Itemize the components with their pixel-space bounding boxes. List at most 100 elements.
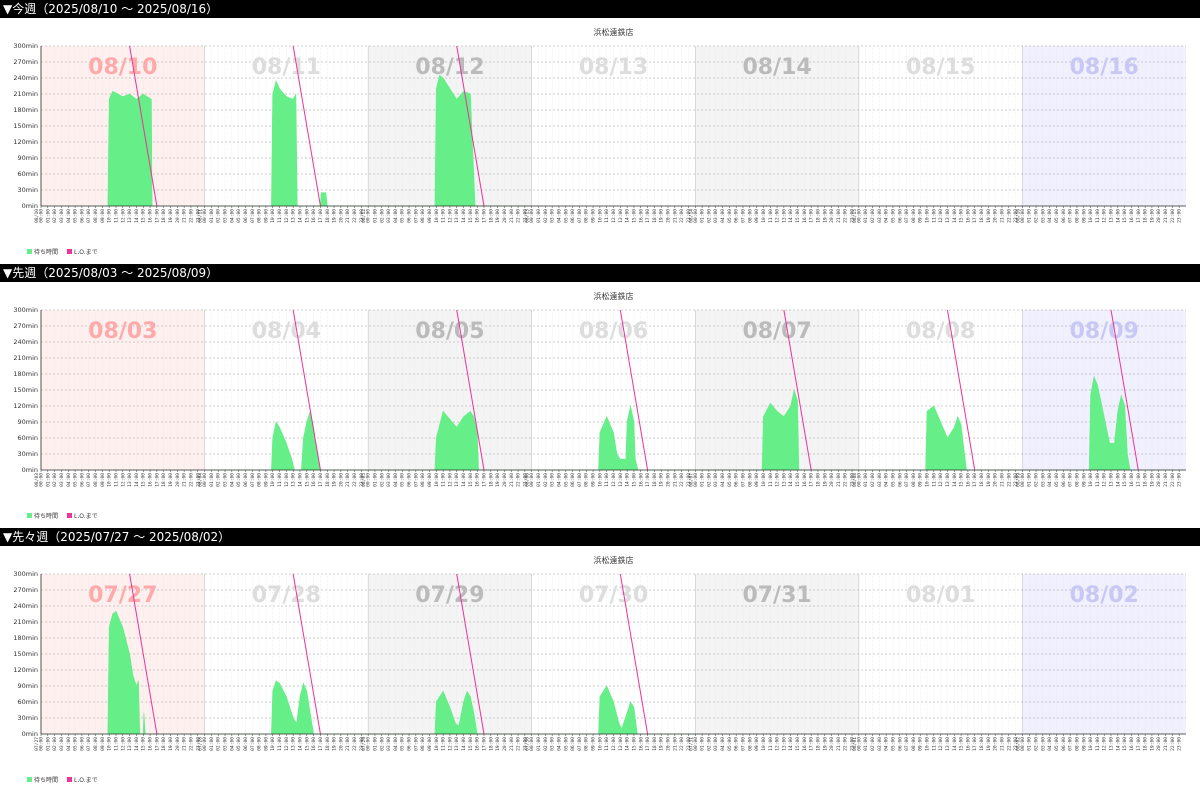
x-tick-label: 16:00	[802, 473, 808, 487]
x-tick-label: 19:00	[659, 209, 665, 223]
x-tick-label: 11:00	[1095, 209, 1101, 223]
x-tick-label: 00:00	[366, 737, 372, 751]
x-tick-label: 12:00	[611, 473, 617, 487]
x-tick-label: 14:00	[461, 473, 467, 487]
day-label: 07/30	[579, 583, 648, 608]
x-tick-label: 09:00	[427, 737, 433, 751]
x-tick-label: 12:00	[775, 209, 781, 223]
x-date-label: 08/06	[525, 473, 531, 487]
wait-area	[204, 680, 369, 735]
x-tick-label: 00:00	[1020, 209, 1026, 223]
x-tick-label: 05:00	[1054, 737, 1060, 751]
x-tick-label: 11:00	[604, 209, 610, 223]
x-tick-label: 14:00	[134, 737, 140, 751]
x-tick-label: 09:00	[918, 209, 924, 223]
x-tick-label: 04:00	[557, 209, 563, 223]
x-tick-label: 11:00	[604, 737, 610, 751]
lo-line	[456, 45, 485, 207]
x-tick-label: 02:00	[870, 209, 876, 223]
x-tick-label: 23:00	[195, 209, 201, 223]
y-tick-label: 150min	[13, 650, 38, 658]
x-tick-label: 09:00	[100, 209, 106, 223]
x-tick-label: 10:00	[270, 209, 276, 223]
x-tick-label: 00:00	[39, 209, 45, 223]
week-header: ▼先々週（2025/07/27 〜 2025/08/02）	[0, 528, 1200, 546]
x-tick-label: 10:00	[270, 473, 276, 487]
x-tick-label: 12:00	[120, 473, 126, 487]
x-tick-label: 05:00	[73, 737, 79, 751]
x-tick-label: 07:00	[86, 473, 92, 487]
x-tick-label: 19:00	[986, 473, 992, 487]
x-tick-label: 20:00	[338, 737, 344, 751]
x-tick-label: 04:00	[884, 209, 890, 223]
x-tick-label: 20:00	[666, 737, 672, 751]
x-tick-label: 06:00	[897, 209, 903, 223]
x-tick-label: 06:00	[734, 737, 740, 751]
x-tick-label: 01:00	[1027, 737, 1033, 751]
x-tick-label: 23:00	[1013, 209, 1019, 223]
x-date-label: 08/15	[852, 209, 858, 223]
x-tick-label: 21:00	[1163, 209, 1169, 223]
x-tick-label: 23:00	[850, 737, 856, 751]
x-tick-label: 00:00	[856, 473, 862, 487]
x-tick-label: 07:00	[250, 473, 256, 487]
x-tick-label: 05:00	[236, 737, 242, 751]
x-tick-label: 21:00	[672, 737, 678, 751]
x-tick-label: 00:00	[529, 473, 535, 487]
x-tick-label: 03:00	[713, 473, 719, 487]
x-tick-label: 11:00	[768, 473, 774, 487]
x-tick-label: 11:00	[931, 737, 937, 751]
x-tick-label: 20:00	[993, 209, 999, 223]
x-tick-label: 10:00	[434, 737, 440, 751]
x-tick-label: 23:00	[522, 737, 528, 751]
x-tick-label: 03:00	[386, 209, 392, 223]
x-tick-label: 10:00	[597, 473, 603, 487]
x-tick-label: 06:00	[407, 209, 413, 223]
x-tick-label: 05:00	[400, 473, 406, 487]
x-tick-label: 13:00	[454, 737, 460, 751]
x-tick-label: 09:00	[591, 473, 597, 487]
x-tick-label: 16:00	[148, 473, 154, 487]
x-tick-label: 15:00	[304, 473, 310, 487]
x-tick-label: 23:00	[359, 209, 365, 223]
x-tick-label: 07:00	[577, 737, 583, 751]
x-date-label: 08/05	[361, 473, 367, 487]
x-tick-label: 03:00	[877, 473, 883, 487]
x-tick-label: 00:00	[366, 209, 372, 223]
wait-time-chart: 浜松遠鉄店 0min 30min 60min 90min 120min 150min 180m…	[13, 291, 1186, 520]
x-tick-label: 09:00	[427, 473, 433, 487]
x-tick-label: 13:00	[618, 473, 624, 487]
x-tick-label: 18:00	[816, 737, 822, 751]
x-tick-label: 09:00	[263, 209, 269, 223]
x-tick-label: 16:00	[1129, 209, 1135, 223]
x-tick-label: 08:00	[747, 209, 753, 223]
x-tick-label: 02:00	[216, 209, 222, 223]
y-tick-label: 120min	[13, 402, 38, 410]
x-tick-label: 02:00	[543, 473, 549, 487]
x-tick-label: 01:00	[536, 209, 542, 223]
x-tick-label: 20:00	[338, 473, 344, 487]
x-tick-label: 00:00	[693, 209, 699, 223]
x-tick-label: 18:00	[488, 737, 494, 751]
x-date-label: 08/02	[1015, 737, 1021, 751]
y-tick-label: 150min	[13, 122, 38, 130]
x-tick-label: 03:00	[713, 737, 719, 751]
x-tick-label: 13:00	[618, 209, 624, 223]
x-tick-label: 19:00	[1149, 737, 1155, 751]
x-tick-label: 18:00	[488, 209, 494, 223]
x-tick-label: 12:00	[611, 737, 617, 751]
x-tick-label: 01:00	[373, 473, 379, 487]
x-tick-label: 21:00	[509, 209, 515, 223]
y-tick-label: 0min	[22, 730, 38, 738]
x-tick-label: 19:00	[822, 209, 828, 223]
x-tick-label: 17:00	[972, 209, 978, 223]
x-tick-label: 13:00	[1109, 737, 1115, 751]
x-tick-label: 17:00	[154, 209, 160, 223]
x-tick-label: 00:00	[366, 473, 372, 487]
x-tick-label: 05:00	[563, 209, 569, 223]
x-tick-label: 00:00	[529, 737, 535, 751]
x-tick-label: 12:00	[938, 473, 944, 487]
x-tick-label: 10:00	[1088, 737, 1094, 751]
x-tick-label: 15:00	[795, 737, 801, 751]
x-tick-label: 13:00	[291, 737, 297, 751]
